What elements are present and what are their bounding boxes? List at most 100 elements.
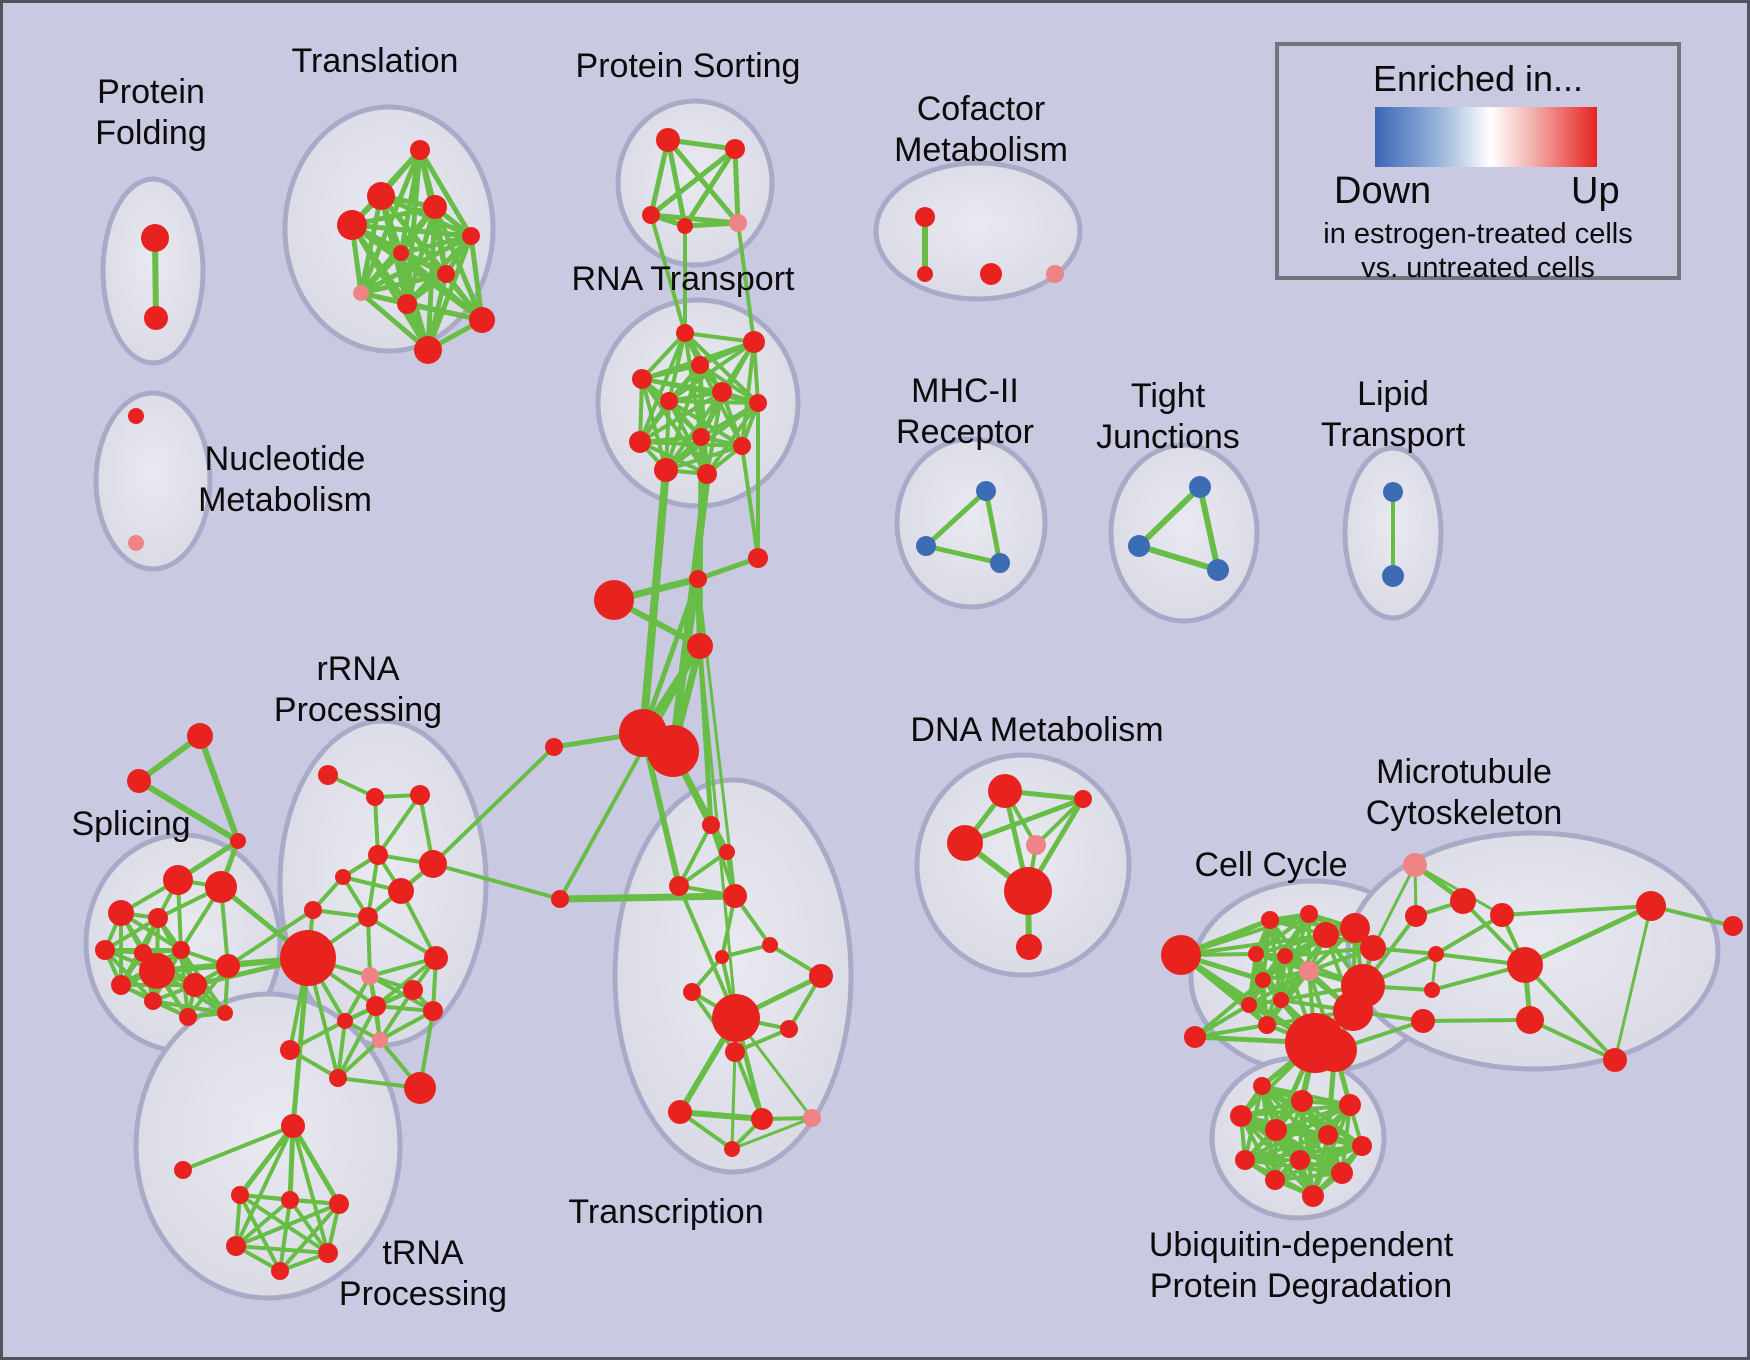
edge <box>638 331 687 444</box>
trna-processing-node <box>271 1262 289 1280</box>
transcription-node <box>668 1100 692 1124</box>
edge <box>226 908 315 968</box>
edge <box>468 233 485 323</box>
edge <box>1243 1133 1330 1162</box>
connector-nodes-node <box>551 890 569 908</box>
translation-node <box>437 265 455 283</box>
rrna-processing-node <box>410 785 430 805</box>
transcription-node <box>669 876 689 896</box>
cell-cycle-node <box>1299 961 1319 981</box>
translation-node <box>414 336 442 364</box>
cell-cycle-label: Cell Cycle <box>1194 846 1347 884</box>
edge <box>366 915 438 960</box>
protein-sorting-node <box>656 128 680 152</box>
edge <box>151 999 227 1015</box>
translation-node <box>423 195 447 219</box>
edge <box>336 1019 347 1080</box>
legend-subtitle-line1: in estrogen-treated cells <box>1323 218 1633 250</box>
ubiquitin-degradation-node <box>1291 1090 1313 1112</box>
edge <box>648 146 738 218</box>
ubiquitin-degradation-node <box>1290 1150 1310 1170</box>
mhc2-receptor-node <box>916 536 936 556</box>
nucleotide-metabolism-node <box>128 535 144 551</box>
splicing-label: Splicing <box>71 805 190 843</box>
edge <box>638 440 709 476</box>
protein-sorting-node <box>677 218 693 234</box>
edge <box>358 250 404 296</box>
rrna-processing-node <box>424 946 448 970</box>
edge <box>736 221 756 344</box>
cell-cycle-node <box>1428 946 1444 962</box>
rrna-processing-node <box>335 869 351 885</box>
rna-transport-label: RNA Transport <box>572 260 796 298</box>
dna-metabolism-node <box>947 825 983 861</box>
rna-transport-node <box>712 382 732 402</box>
edge <box>649 213 687 335</box>
protein-sorting-node <box>725 139 745 159</box>
rrna-processing-node <box>318 765 338 785</box>
edge <box>698 363 760 405</box>
legend-up-label: Up <box>1571 170 1620 212</box>
rna-transport-node <box>629 431 651 453</box>
cell-cycle-node <box>1411 1009 1435 1033</box>
edge <box>730 1116 814 1151</box>
dna-metabolism-node <box>1016 934 1042 960</box>
edge <box>234 1124 295 1248</box>
microtubule-cytoskeleton-node <box>1516 1006 1544 1034</box>
rrna-processing-node <box>280 1040 300 1060</box>
edge <box>290 1123 342 1207</box>
edge <box>683 331 760 405</box>
edge <box>558 644 702 901</box>
rrna-processing-node <box>419 850 447 878</box>
edge <box>732 146 741 226</box>
cell-cycle-node <box>1161 935 1201 975</box>
rrna-processing-ellipse <box>277 718 489 1048</box>
edge <box>962 796 1086 846</box>
ubiquitin-degradation-node <box>1265 1119 1287 1141</box>
edge <box>374 956 438 1008</box>
rrna-processing-node <box>388 878 414 904</box>
edge <box>358 290 431 353</box>
rrna-processing-node <box>304 901 322 919</box>
rna-transport-node <box>632 369 652 389</box>
edge <box>278 1198 292 1273</box>
edge <box>1528 1018 1617 1062</box>
tight-junctions-ellipse <box>1108 442 1260 624</box>
network-canvas: ProteinFoldingNucleotideMetabolismTransl… <box>71 42 1743 1313</box>
edge <box>1522 903 1654 968</box>
microtubule-cytoskeleton-node <box>1490 903 1514 927</box>
edge <box>1500 904 1653 917</box>
trna-processing-node <box>174 1161 192 1179</box>
rrna-processing-node <box>403 980 423 1000</box>
dna-metabolism-node <box>1004 867 1052 915</box>
cell-cycle-node <box>1313 922 1339 948</box>
rrna-processing-node <box>329 1069 347 1087</box>
rrna-processing-node <box>280 930 336 986</box>
edge <box>695 555 761 582</box>
ubiquitin-degradation-node <box>1253 1077 1271 1095</box>
edge <box>287 1123 296 1203</box>
splicing-node <box>163 865 193 895</box>
nucleotide-metabolism-label: Nucleotide <box>205 440 366 478</box>
cell-cycle-node <box>1424 982 1440 998</box>
cell-cycle-node <box>1360 935 1386 961</box>
cofactor-metabolism-node <box>917 266 933 282</box>
connector-nodes-node <box>594 580 634 620</box>
protein-folding-node <box>144 306 168 330</box>
rna-transport-node <box>660 392 678 410</box>
protein-folding-node <box>141 224 169 252</box>
nucleotide-metabolism-node <box>128 408 144 424</box>
trna-processing-node <box>231 1186 249 1204</box>
trna-processing-node <box>226 1236 246 1256</box>
edge <box>733 1050 764 1121</box>
lipid-transport-label: Lipid <box>1357 375 1429 413</box>
microtubule-cytoskeleton-node <box>1405 905 1427 927</box>
protein-folding-label: Folding <box>95 114 207 152</box>
lipid-transport-node <box>1383 482 1403 502</box>
microtubule-cytoskeleton-node <box>1450 888 1476 914</box>
tight-junctions-label: Junctions <box>1096 418 1240 456</box>
protein-sorting-label: Protein Sorting <box>576 47 801 85</box>
edge <box>705 401 760 476</box>
splicing-node <box>144 992 162 1010</box>
edge <box>1613 904 1653 1062</box>
